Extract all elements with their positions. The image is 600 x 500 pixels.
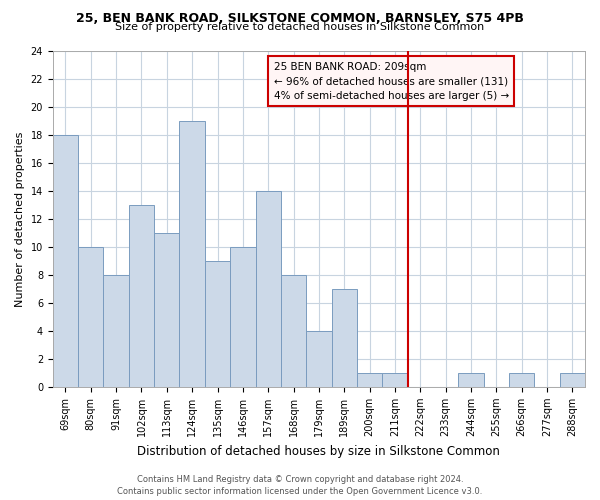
Bar — [509, 373, 535, 387]
Text: 25 BEN BANK ROAD: 209sqm
← 96% of detached houses are smaller (131)
4% of semi-d: 25 BEN BANK ROAD: 209sqm ← 96% of detach… — [274, 62, 509, 101]
Bar — [382, 373, 407, 387]
Bar — [332, 289, 357, 387]
Text: 25, BEN BANK ROAD, SILKSTONE COMMON, BARNSLEY, S75 4PB: 25, BEN BANK ROAD, SILKSTONE COMMON, BAR… — [76, 12, 524, 26]
Bar — [458, 373, 484, 387]
Bar — [560, 373, 585, 387]
Y-axis label: Number of detached properties: Number of detached properties — [15, 132, 25, 307]
Bar — [281, 275, 306, 387]
X-axis label: Distribution of detached houses by size in Silkstone Common: Distribution of detached houses by size … — [137, 444, 500, 458]
Bar — [78, 247, 103, 387]
Bar — [357, 373, 382, 387]
Text: Size of property relative to detached houses in Silkstone Common: Size of property relative to detached ho… — [115, 22, 485, 32]
Bar — [129, 205, 154, 387]
Bar — [179, 122, 205, 387]
Bar — [230, 247, 256, 387]
Bar — [154, 233, 179, 387]
Bar — [53, 136, 78, 387]
Bar — [306, 331, 332, 387]
Bar — [205, 261, 230, 387]
Bar — [103, 275, 129, 387]
Text: Contains HM Land Registry data © Crown copyright and database right 2024.
Contai: Contains HM Land Registry data © Crown c… — [118, 474, 482, 496]
Bar — [256, 192, 281, 387]
